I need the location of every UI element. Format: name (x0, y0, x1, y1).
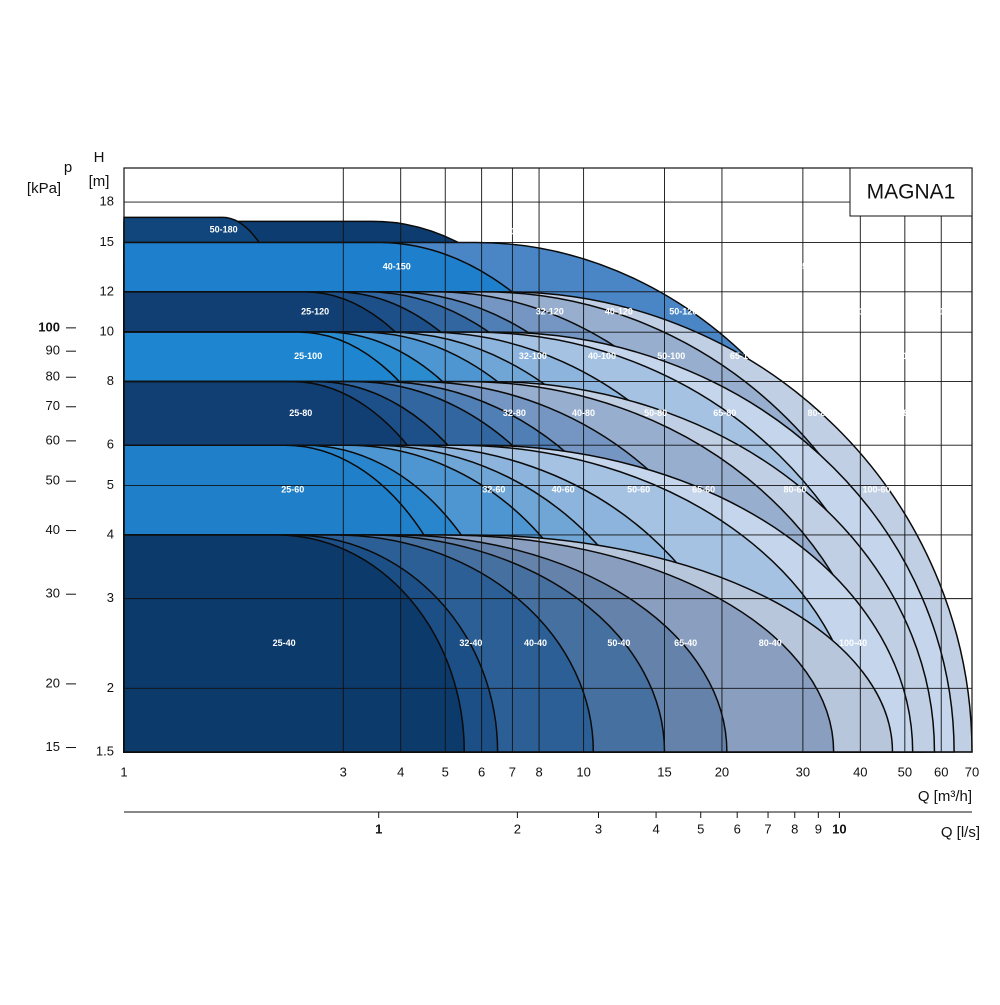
title-box (849, 167, 973, 217)
x-tick-label: 5 (442, 764, 449, 779)
pump-region (123, 534, 466, 753)
x-tick-label: 7 (509, 764, 516, 779)
y-tick-label: 18 (100, 194, 114, 209)
y2-label: p (64, 159, 72, 176)
region-label: 100-40 (839, 638, 867, 648)
y2-tick-label: 20 (46, 675, 60, 690)
region-label: 32-100 (519, 351, 547, 361)
region-label: 50-120 (669, 306, 697, 316)
y2-tick-label: 70 (46, 398, 60, 413)
x-tick-label: 40 (853, 764, 867, 779)
region-label: 80-40 (759, 638, 782, 648)
x-tick-label: 6 (478, 764, 485, 779)
x-tick-label: 20 (715, 764, 729, 779)
x-tick-label: 70 (965, 764, 979, 779)
region-label: 40-60 (552, 484, 575, 494)
x-tick-label: 1 (120, 764, 127, 779)
region-label: 32-120 (536, 306, 564, 316)
region-label: 80-100 (826, 351, 854, 361)
region-label: 40-150 (383, 262, 411, 272)
y-label: H (94, 149, 105, 166)
region-label: 65-120 (745, 306, 773, 316)
y2-tick-label: 40 (46, 522, 60, 537)
y2-tick-label: 15 (46, 739, 60, 754)
region-label: 40-100 (588, 351, 616, 361)
region-label: 100-80 (885, 408, 913, 418)
y2-tick-label: 90 (46, 343, 60, 358)
plot-frame (123, 167, 973, 753)
x2-label: Q [l/s] (941, 824, 980, 841)
x2-tick-label: 8 (791, 821, 798, 836)
x-tick-label: 50 (898, 764, 912, 779)
x-label: Q [m³/h] (918, 788, 972, 805)
region-label: 50-150 (677, 273, 705, 283)
y2-tick-label: 50 (46, 473, 60, 488)
region-label: 50-180 (210, 224, 238, 234)
y2-tick-label: 30 (46, 586, 60, 601)
y-tick-label: 6 (107, 437, 114, 452)
x-tick-label: 3 (340, 764, 347, 779)
x2-tick-label: 3 (595, 821, 602, 836)
x2-tick-label: 4 (652, 821, 659, 836)
y-tick-label: 10 (100, 324, 114, 339)
region-label: 40-80 (572, 408, 595, 418)
y-tick-label: 1.5 (96, 743, 114, 758)
y-tick-label: 8 (107, 373, 114, 388)
x2-tick-label: 10 (832, 821, 846, 836)
grid (123, 168, 973, 753)
region-label: 25-100 (294, 351, 322, 361)
region-label: 40-40 (524, 638, 547, 648)
region-label: 80-80 (808, 408, 831, 418)
regions (123, 216, 973, 753)
x-tick-label: 30 (796, 764, 810, 779)
region-label: 32-40 (459, 638, 482, 648)
x-tick-label: 8 (535, 764, 542, 779)
y-tick-label: 5 (107, 477, 114, 492)
region-label: 100-60 (862, 484, 890, 494)
region-label: 80-60 (784, 484, 807, 494)
region-label: 25-40 (273, 638, 296, 648)
region-label: 100-100 (903, 351, 936, 361)
x2-tick-label: 9 (815, 821, 822, 836)
y-tick-label: 15 (100, 234, 114, 249)
region-label: 50-80 (644, 408, 667, 418)
y-tick-label: 3 (107, 590, 114, 605)
x-tick-label: 60 (934, 764, 948, 779)
y2-tick-label: 80 (46, 369, 60, 384)
x2-tick-label: 7 (764, 821, 771, 836)
x2-tick-label: 2 (514, 821, 521, 836)
region-label: 50-60 (627, 484, 650, 494)
region-label: 65-60 (692, 484, 715, 494)
x2-tick-label: 5 (697, 821, 704, 836)
chart-title: MAGNA1 (867, 181, 956, 204)
y2-label-unit: [kPa] (27, 180, 61, 197)
x-tick-label: 10 (576, 764, 590, 779)
y-label-unit: [m] (89, 173, 110, 190)
y-tick-label: 2 (107, 680, 114, 695)
y-tick-label: 4 (107, 526, 114, 541)
region-label: 25-80 (289, 408, 312, 418)
x-tick-label: 4 (397, 764, 404, 779)
region-label: 80-120 (846, 306, 874, 316)
y-tick-label: 12 (100, 283, 114, 298)
x2-tick-label: 6 (734, 821, 741, 836)
region-label: 65-100 (730, 351, 758, 361)
region-label: 32-80 (503, 408, 526, 418)
region-label: 40-120 (605, 306, 633, 316)
x2-tick-label: 1 (375, 821, 382, 836)
region-label: 25-120 (301, 306, 329, 316)
x-tick-label: 15 (657, 764, 671, 779)
region-label: 32-60 (482, 484, 505, 494)
region-label: 50-100 (657, 351, 685, 361)
region-label: 40-180 (486, 226, 514, 236)
region-label: 65-150 (784, 262, 812, 272)
y2-tick-label: 60 (46, 432, 60, 447)
region-label: 65-80 (713, 408, 736, 418)
y2-tick-label: 100 (38, 319, 60, 334)
region-label: 50-40 (607, 638, 630, 648)
region-label: 65-40 (674, 638, 697, 648)
region-label: 100-120 (921, 306, 954, 316)
region-label: 25-60 (281, 484, 304, 494)
